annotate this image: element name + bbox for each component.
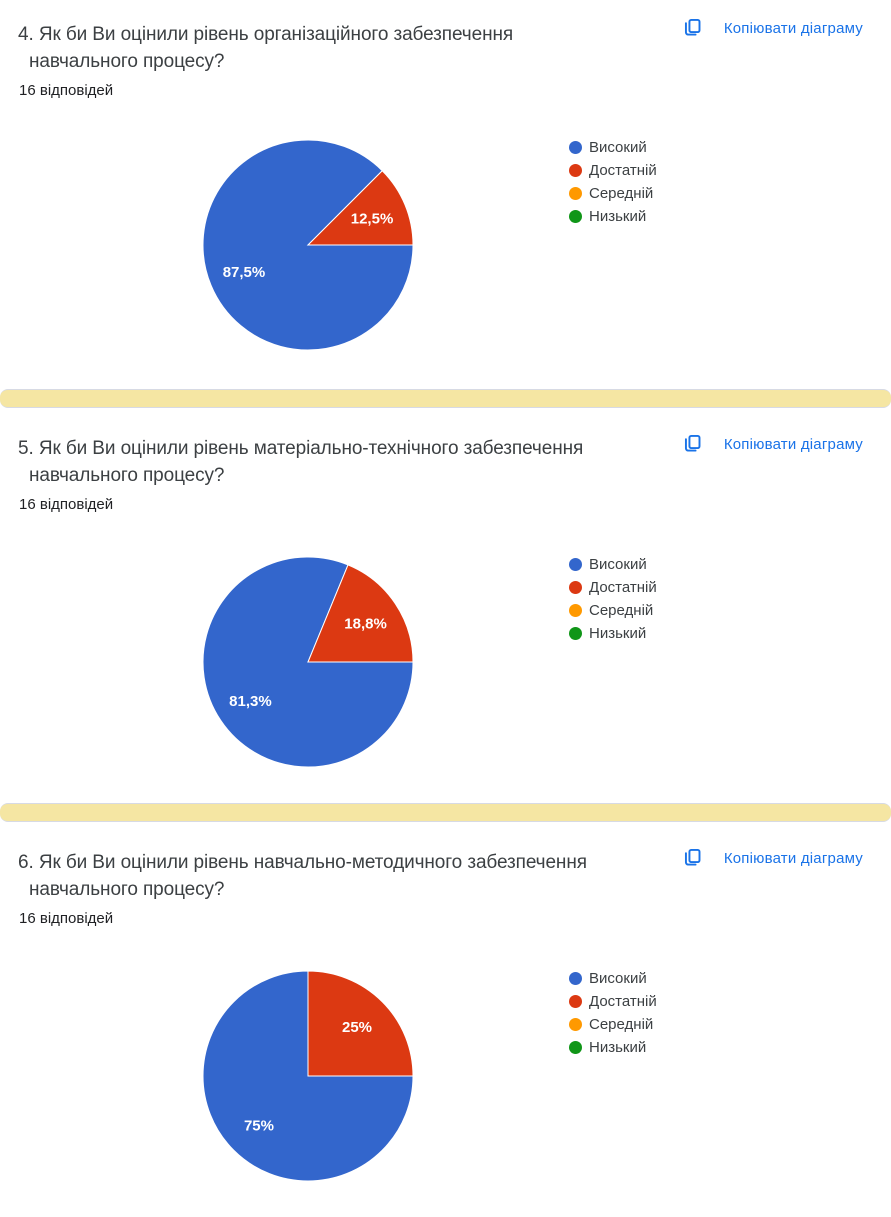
copy-chart-button[interactable]: Копіювати діаграму	[682, 433, 863, 455]
legend-color-dot	[569, 164, 582, 177]
legend-item: Низький	[569, 205, 657, 228]
legend-label: Достатній	[589, 162, 657, 179]
chart-area: 81,3% 18,8% Високий Достатній Середній Низьк…	[0, 553, 891, 773]
copy-icon	[684, 18, 701, 36]
legend-item: Середній	[569, 599, 657, 622]
pie-slice	[307, 971, 413, 1077]
legend-item: Достатній	[569, 159, 657, 182]
legend-color-dot	[569, 627, 582, 640]
copy-chart-button[interactable]: Копіювати діаграму	[682, 17, 863, 39]
copy-icon	[684, 848, 701, 866]
legend-label: Достатній	[589, 579, 657, 596]
legend-item: Середній	[569, 1013, 657, 1036]
question-title: 6. Як би Ви оцінили рівень навчально-мет…	[0, 822, 891, 903]
pie-chart: 87,5% 12,5%	[203, 140, 413, 350]
legend-label: Середній	[589, 185, 654, 202]
chart-legend: Високий Достатній Середній Низький	[569, 967, 657, 1059]
copy-button-label: Копіювати діаграму	[723, 849, 863, 867]
pie-slice-label: 87,5%	[223, 264, 266, 281]
question-title-line1: 6. Як би Ви оцінили рівень навчально-мет…	[18, 852, 587, 873]
legend-item: Середній	[569, 182, 657, 205]
legend-label: Високий	[589, 556, 647, 573]
responses-count: 16 відповідей	[19, 82, 114, 99]
legend-label: Низький	[589, 208, 647, 225]
legend-item: Достатній	[569, 576, 657, 599]
legend-color-dot	[569, 1018, 582, 1031]
legend-label: Середній	[589, 602, 654, 619]
legend-label: Високий	[589, 139, 647, 156]
question-title: 4. Як би Ви оцінили рівень організаційно…	[0, 0, 891, 75]
section-divider	[0, 803, 891, 822]
question-title-line1: 5. Як би Ви оцінили рівень матеріально-т…	[18, 438, 584, 459]
pie-slice-label: 25%	[342, 1019, 372, 1036]
copy-icon	[684, 434, 701, 452]
legend-item: Високий	[569, 136, 657, 159]
legend-label: Високий	[589, 970, 647, 987]
chart-area: 87,5% 12,5% Високий Достатній Середній Низьк…	[0, 136, 891, 356]
copy-button-label: Копіювати діаграму	[723, 19, 863, 37]
legend-label: Низький	[589, 625, 647, 642]
pie-slice	[203, 971, 413, 1181]
copy-button-label: Копіювати діаграму	[723, 435, 863, 453]
question-title-line2: навчального процесу?	[29, 879, 225, 900]
legend-item: Низький	[569, 1036, 657, 1059]
pie-slice-label: 12,5%	[351, 211, 394, 228]
question-card-5: 5. Як би Ви оцінили рівень матеріально-т…	[0, 408, 891, 803]
legend-color-dot	[569, 995, 582, 1008]
question-title-line1: 4. Як би Ви оцінили рівень організаційно…	[18, 24, 514, 45]
pie-chart: 75% 25%	[203, 971, 413, 1181]
question-card-6: 6. Як би Ви оцінили рівень навчально-мет…	[0, 822, 891, 1217]
responses-count: 16 відповідей	[19, 496, 114, 513]
responses-count: 16 відповідей	[19, 910, 114, 927]
pie-slice	[306, 170, 413, 246]
legend-color-dot	[569, 581, 582, 594]
legend-color-dot	[569, 558, 582, 571]
legend-color-dot	[569, 141, 582, 154]
pie-chart: 81,3% 18,8%	[203, 557, 413, 767]
question-title-line2: навчального процесу?	[29, 465, 225, 486]
legend-color-dot	[569, 972, 582, 985]
legend-item: Високий	[569, 553, 657, 576]
legend-label: Низький	[589, 1039, 647, 1056]
legend-label: Середній	[589, 1016, 654, 1033]
copy-chart-button[interactable]: Копіювати діаграму	[682, 847, 863, 869]
pie-slice-label: 75%	[244, 1117, 274, 1134]
pie-slice-label: 18,8%	[344, 616, 387, 633]
chart-area: 75% 25% Високий Достатній Середній Низький	[0, 967, 891, 1187]
chart-legend: Високий Достатній Середній Низький	[569, 136, 657, 228]
legend-label: Достатній	[589, 993, 657, 1010]
legend-item: Достатній	[569, 990, 657, 1013]
legend-item: Низький	[569, 622, 657, 645]
legend-color-dot	[569, 187, 582, 200]
section-divider	[0, 389, 891, 408]
pie-slice-label: 81,3%	[229, 693, 272, 710]
legend-color-dot	[569, 1041, 582, 1054]
question-title: 5. Як би Ви оцінили рівень матеріально-т…	[0, 408, 891, 489]
question-card-4: 4. Як би Ви оцінили рівень організаційно…	[0, 0, 891, 389]
chart-legend: Високий Достатній Середній Низький	[569, 553, 657, 645]
question-title-line2: навчального процесу?	[29, 51, 225, 72]
legend-item: Високий	[569, 967, 657, 990]
legend-color-dot	[569, 604, 582, 617]
pie-slice	[307, 564, 413, 663]
legend-color-dot	[569, 210, 582, 223]
